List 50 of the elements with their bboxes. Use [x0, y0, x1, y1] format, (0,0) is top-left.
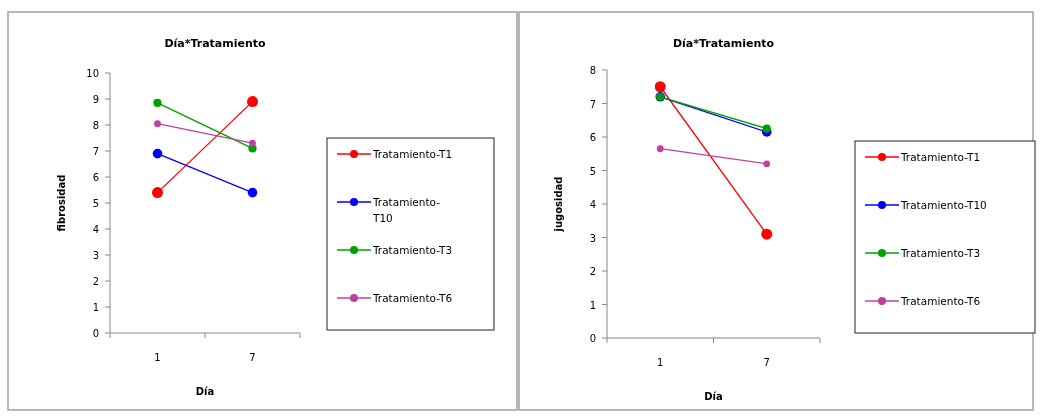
- legend-label: Tratamiento-T1: [900, 151, 981, 163]
- y-tick-label: 8: [589, 65, 596, 76]
- point: [247, 96, 258, 108]
- y-tick-label: 6: [589, 132, 596, 143]
- legend-label: Tratamiento-T3: [372, 244, 453, 256]
- y-axis-title: fibrosidad: [56, 174, 67, 232]
- y-tick-label: 8: [92, 120, 99, 131]
- y-tick-label: 9: [92, 94, 99, 105]
- legend-label: Tratamiento-T3: [900, 247, 981, 259]
- y-axis-title: jugosidad: [553, 176, 564, 233]
- y-tick-label: 7: [589, 98, 596, 110]
- point: [656, 145, 664, 153]
- y-tick-label: 4: [589, 199, 596, 210]
- point: [654, 81, 666, 93]
- x-tick-label: 7: [249, 352, 256, 363]
- y-tick-label: 10: [86, 68, 99, 79]
- y-tick-label: 3: [92, 250, 99, 261]
- y-tick-label: 7: [92, 146, 99, 157]
- legend-label: Tratamiento-T10: [372, 196, 441, 224]
- point: [152, 148, 163, 159]
- legend-label: Tratamiento-T10: [900, 199, 987, 211]
- x-tick-label: 1: [154, 352, 161, 363]
- point: [762, 124, 771, 133]
- point: [761, 228, 773, 240]
- point: [763, 160, 771, 168]
- legend-label: Tratamiento-T6: [372, 292, 453, 304]
- y-tick-label: 2: [92, 276, 99, 287]
- chart-title: Día*Tratamiento: [672, 37, 775, 50]
- y-tick-label: 0: [589, 333, 596, 344]
- point: [154, 120, 161, 128]
- x-tick-label: 7: [763, 357, 770, 368]
- y-tick-label: 3: [589, 232, 596, 244]
- y-tick-label: 4: [92, 224, 99, 235]
- legend-label: Tratamiento-T6: [900, 295, 981, 307]
- y-tick-label: 6: [92, 172, 99, 183]
- point: [153, 98, 162, 107]
- y-tick-label: 2: [589, 266, 596, 277]
- y-tick-label: 5: [589, 165, 596, 177]
- y-tick-label: 1: [589, 299, 596, 311]
- chart-title: Día*Tratamiento: [164, 37, 267, 50]
- y-tick-label: 0: [92, 328, 99, 339]
- legend-label: Tratamiento-T1: [372, 148, 453, 160]
- point: [249, 139, 256, 147]
- x-axis-title: Día: [195, 386, 215, 397]
- point: [152, 187, 163, 199]
- x-axis-title: Día: [704, 391, 723, 402]
- y-tick-label: 1: [92, 302, 99, 313]
- x-tick-label: 1: [657, 357, 664, 368]
- point: [247, 187, 258, 198]
- y-tick-label: 5: [92, 198, 99, 209]
